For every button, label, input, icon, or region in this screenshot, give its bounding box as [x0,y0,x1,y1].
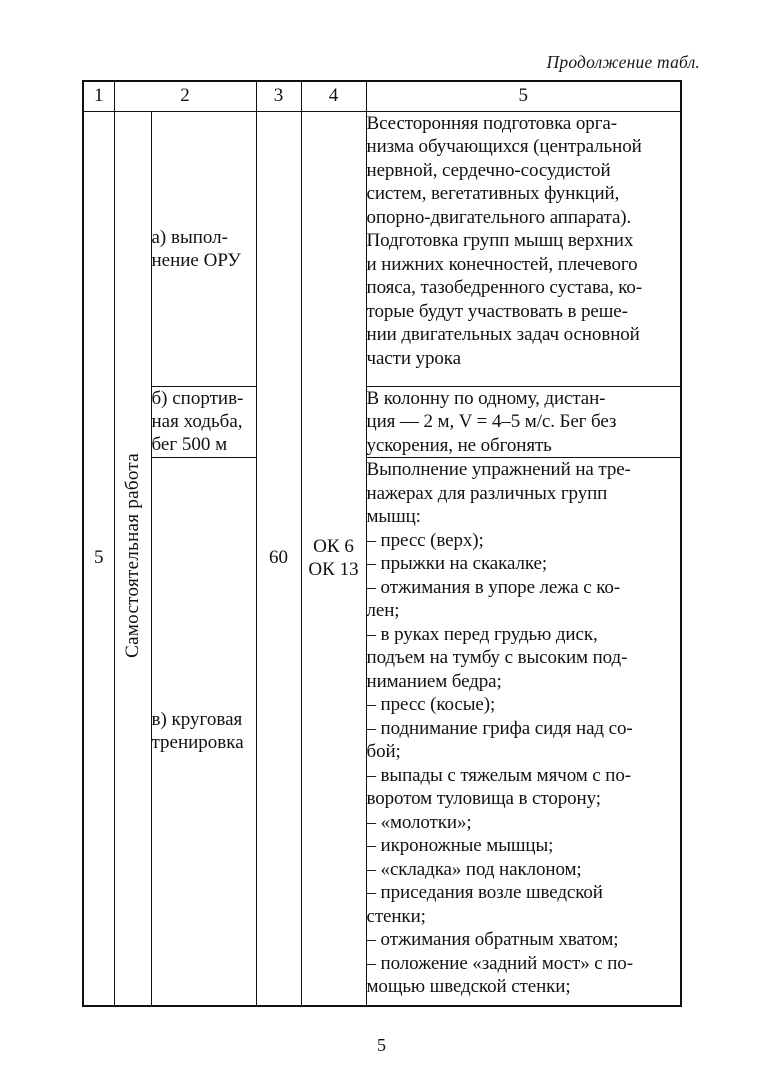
text-line: систем, вегетативных функций, [366,183,620,204]
hours-cell: 60 [255,110,302,1006]
text-line: нажерах для различных групп [366,482,608,504]
activity-cell-a: а) выпол-нение ОРУ [150,110,257,387]
text-line: – пресс (косые); [366,694,496,715]
text-line: б) спортив- [151,388,244,410]
text-line: подъем на тумбу с высоким под- [366,647,628,668]
table-row-c: в) круговая тренировка Выполнение упражне… [83,457,682,1006]
text-line: части урока [366,347,462,369]
text-line: бой; [366,741,401,762]
text-line: лен; [366,600,400,621]
text-line: нии двигательных задач основной [366,324,640,345]
category-rotated-text: Самостоятельная работа [121,453,143,658]
table-row-a: 5 Самостоятельная работа а) выпол-нение … [82,110,682,1006]
column-header-3: 3 [255,80,302,112]
text-line: ОК 6 [313,536,354,557]
text-line: – в руках перед грудью диск, [366,623,598,645]
text-line: – пресс (верх); [366,529,484,551]
text-line: мышц: [366,506,421,527]
text-line: низма обучающихся (центральной [366,136,642,157]
category-cell: Самостоятельная работа [113,110,152,1006]
text-line: ниманием бедра; [366,670,502,692]
text-line: В колонну по одному, дистан- [366,387,606,409]
column-header-4: 4 [300,80,367,112]
table-continuation-label: Продолжение табл. [546,52,700,72]
text-line: пояса, тазобедренного сустава, ко- [366,277,643,298]
text-line: Подготовка групп мышц верхних [366,230,634,251]
text-line: – «складка» под наклоном; [366,858,582,880]
activity-cell-b: б) спортив-ная ходьба, бег 500 м [150,385,257,458]
competencies-cell: ОК 6 ОК 13 [300,110,367,1006]
text-line: ускорения, не обгонять [366,434,552,456]
text-line: ция — 2 м, V = 4–5 м/с. Бег без [366,411,617,432]
text-line: торые будут участвовать в реше- [366,300,628,322]
text-line: мощью шведской стенки; [366,976,571,997]
column-header-5: 5 [365,80,682,112]
table-row-b: б) спортив-ная ходьба, бег 500 м В колонн… [83,385,682,458]
activity-cell-c: в) круговая тренировка [150,457,257,1006]
text-line: а) выпол- [151,226,228,248]
text-line: Всесторонняя подготовка орга- [366,112,618,134]
text-line: – «молотки»; [366,811,472,833]
text-line: тренировка [151,732,244,754]
row-number-cell: 5 [82,110,115,1006]
text-line: нервной, сердечно-сосудистой [366,159,611,181]
text-line: ная ходьба, [151,411,243,433]
text-line: – положение «задний мост» с по- [366,952,634,974]
text-line: – приседания возле шведской [366,882,603,903]
table-header-row: 1 2 3 4 5 [82,80,682,112]
text-line: – прыжки на скакалке; [366,553,548,574]
text-line: – поднимание грифа сидя над со- [366,717,633,739]
text-line: стенки; [366,905,426,927]
text-line: ОК 13 [308,559,359,580]
description-cell-b: В колонну по одному, дистан-ция — 2 м, V… [365,385,682,458]
text-line: в) круговая [151,709,243,731]
text-line: – отжимания в упоре лежа с ко- [366,576,621,598]
text-line: и нижних конечностей, плечевого [366,253,638,275]
text-line: – выпады с тяжелым мячом с по- [366,764,632,786]
description-cell-c: Выполнение упражнений на тре-нажерах для… [365,457,682,1006]
column-header-2: 2 [113,80,257,112]
text-line: бег 500 м [151,434,228,456]
text-line: нение ОРУ [151,249,241,271]
text-line: воротом туловища в сторону; [366,788,602,809]
page-number: 5 [377,1035,386,1055]
text-line: – отжимания обратным хватом; [366,929,619,950]
text-line: – икроножные мышцы; [366,835,554,856]
column-header-1: 1 [82,80,115,112]
text-line: Выполнение упражнений на тре- [366,459,631,480]
description-cell-a: Всесторонняя подготовка орга-низма обуча… [365,110,682,387]
lesson-plan-table: 1 2 3 4 5 5 Самостоятельная работа а) вы… [82,80,682,1007]
text-line: опорно-двигательного аппарата). [366,206,632,228]
